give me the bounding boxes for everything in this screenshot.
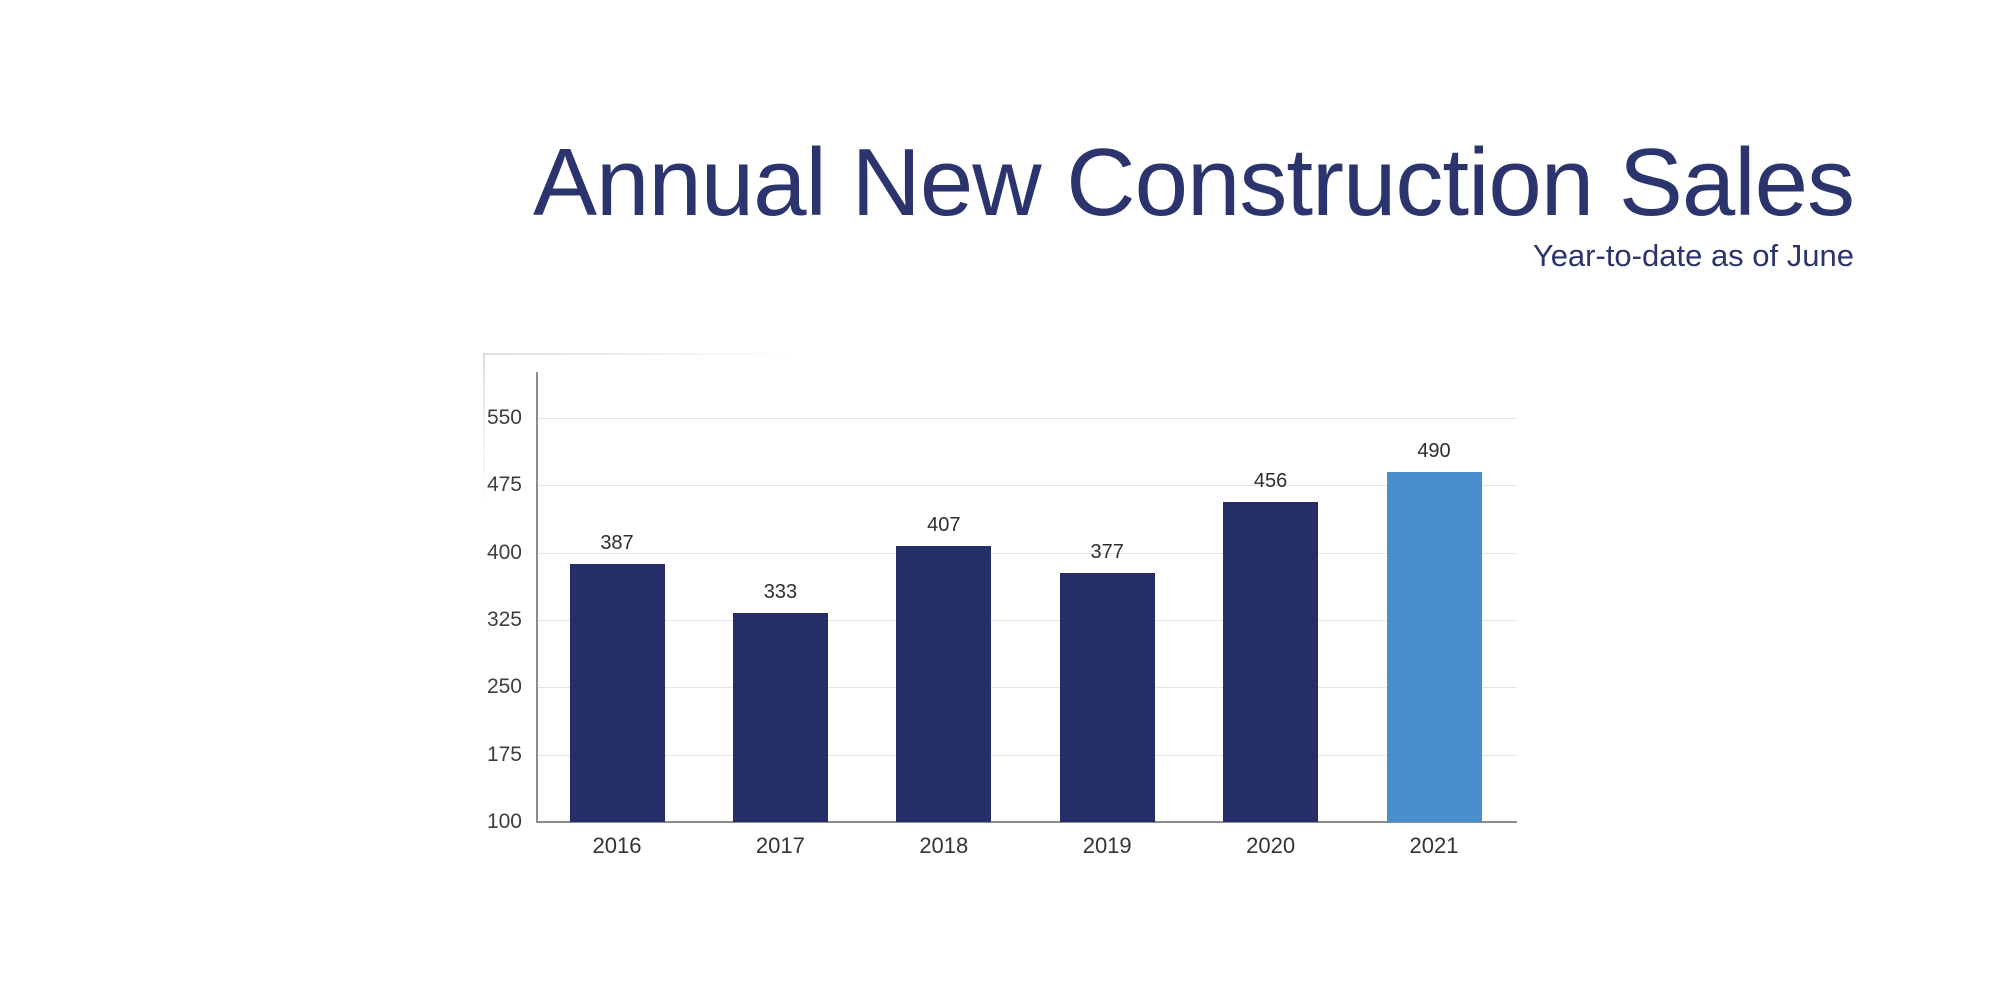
bar-value-label-2018: 407 xyxy=(927,514,961,537)
y-axis-line xyxy=(536,372,538,822)
y-tick-label-250: 250 xyxy=(486,675,522,699)
bar-2018 xyxy=(896,546,992,822)
y-tick-label-175: 175 xyxy=(486,742,522,766)
chart-title: Annual New Construction Sales xyxy=(532,129,1855,236)
x-tick-label-2018: 2018 xyxy=(919,833,969,858)
x-tick-label-2019: 2019 xyxy=(1082,833,1132,858)
x-tick-label-2020: 2020 xyxy=(1246,833,1296,858)
y-tick-label-325: 325 xyxy=(486,608,522,631)
gridline-175 xyxy=(537,754,1517,756)
bar-value-label-2021: 490 xyxy=(1417,439,1451,462)
gridline-475 xyxy=(537,485,1517,487)
x-axis-line xyxy=(536,821,1517,823)
bar-2017 xyxy=(732,612,828,822)
gridline-250 xyxy=(537,687,1517,689)
bar-value-label-2020: 456 xyxy=(1253,470,1288,493)
gridline-400 xyxy=(537,552,1517,554)
bar-2021 xyxy=(1386,471,1482,822)
y-tick-label-550: 550 xyxy=(486,406,522,429)
chart-subtitle: Year-to-date as of June xyxy=(1532,238,1854,273)
y-tick-label-400: 400 xyxy=(486,540,522,564)
bar-value-label-2017: 333 xyxy=(763,580,798,603)
bar-2019 xyxy=(1059,573,1155,822)
gridline-325 xyxy=(537,620,1517,621)
bar-2020 xyxy=(1223,502,1319,822)
bar-value-label-2016: 387 xyxy=(600,532,634,555)
y-tick-label-100: 100 xyxy=(486,810,522,833)
plot-card-edge-left xyxy=(483,353,485,507)
x-tick-label-2016: 2016 xyxy=(592,833,642,858)
y-tick-label-475: 475 xyxy=(486,473,522,497)
bar-value-label-2019: 377 xyxy=(1090,541,1124,564)
bar-2016 xyxy=(569,564,665,822)
plot-card-edge-top xyxy=(483,353,801,355)
x-tick-label-2021: 2021 xyxy=(1409,833,1459,858)
x-tick-label-2017: 2017 xyxy=(755,833,805,858)
gridline-550 xyxy=(537,418,1517,419)
